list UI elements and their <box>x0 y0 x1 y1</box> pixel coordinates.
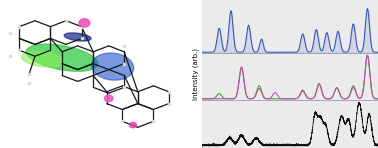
Ellipse shape <box>22 51 64 67</box>
Circle shape <box>104 95 113 102</box>
Ellipse shape <box>91 53 134 80</box>
Y-axis label: Intensity (arb.): Intensity (arb.) <box>192 48 199 100</box>
Circle shape <box>130 122 136 128</box>
Circle shape <box>79 19 90 27</box>
Ellipse shape <box>26 44 98 71</box>
Ellipse shape <box>64 33 91 41</box>
